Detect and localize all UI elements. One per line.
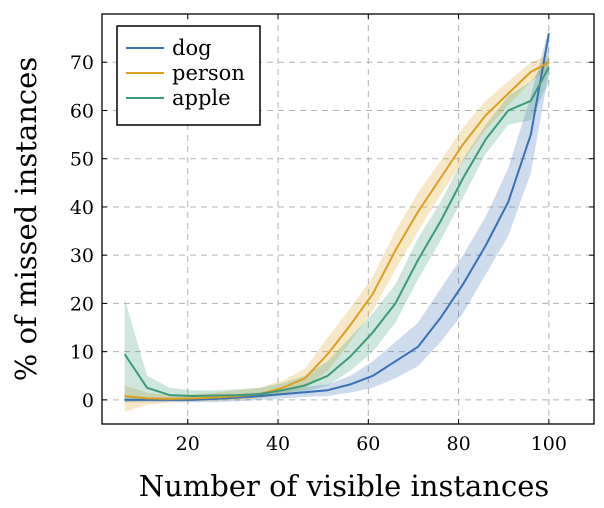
legend-label-person: person xyxy=(172,61,245,85)
plot-frame xyxy=(101,13,595,425)
line-dog xyxy=(124,33,550,401)
y-axis-label: % of missed instances xyxy=(9,57,43,381)
y-tick-label: 60 xyxy=(70,100,94,122)
x-tick-label: 80 xyxy=(446,433,470,455)
x-tick-label: 100 xyxy=(531,433,567,455)
legend-label-apple: apple xyxy=(172,86,231,110)
y-tick-label: 40 xyxy=(70,197,94,219)
y-tick-label: 10 xyxy=(70,342,94,364)
x-axis-label: Number of visible instances xyxy=(139,469,550,503)
axis-ticks: 20 40 60 80 100 0 10 20 30 40 50 60 70 xyxy=(70,14,594,455)
y-tick-label: 0 xyxy=(82,390,94,412)
y-tick-label: 50 xyxy=(70,149,94,171)
confidence-bands xyxy=(124,28,549,412)
x-tick-label: 20 xyxy=(176,433,200,455)
line-person xyxy=(124,61,550,400)
band-dog xyxy=(124,28,549,403)
y-tick-label: 30 xyxy=(70,245,94,267)
y-tick-label: 70 xyxy=(70,52,94,74)
grid xyxy=(102,14,594,424)
line-apple xyxy=(123,66,550,397)
y-tick-label: 20 xyxy=(70,293,94,315)
series-lines xyxy=(123,33,550,401)
band-person xyxy=(124,55,549,412)
legend-box xyxy=(116,25,261,126)
legend-label-dog: dog xyxy=(172,36,212,60)
x-tick-label: 40 xyxy=(266,433,290,455)
x-tick-label: 60 xyxy=(356,433,380,455)
